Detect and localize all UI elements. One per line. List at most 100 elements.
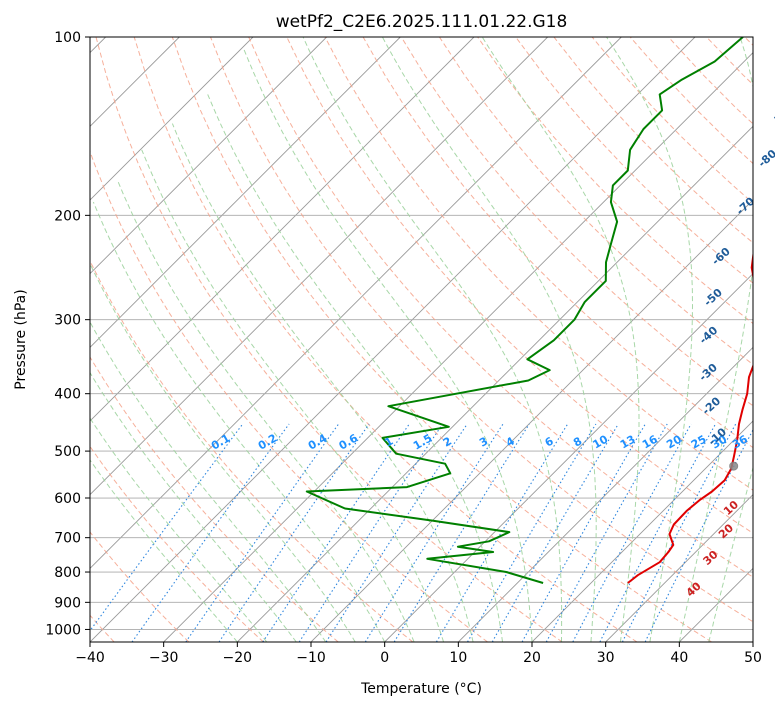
mixing-ratio-line bbox=[521, 423, 646, 642]
moist-adiabat-line bbox=[141, 149, 445, 642]
parcel-marker bbox=[729, 461, 739, 471]
mixing-ratio-line bbox=[545, 423, 668, 642]
moist-adiabat-line bbox=[90, 321, 327, 642]
mixing-ratio-label: 6 bbox=[543, 434, 556, 449]
isotherm-line bbox=[90, 37, 548, 496]
dry-adiabat-line bbox=[90, 259, 414, 642]
x-tick-label: −10 bbox=[296, 650, 326, 666]
mixing-ratio-label: 13 bbox=[618, 433, 638, 452]
mixing-ratio-line bbox=[572, 423, 692, 642]
x-tick-label: −30 bbox=[149, 650, 179, 666]
isotherm-line bbox=[752, 641, 753, 642]
x-tick-label: 20 bbox=[523, 650, 541, 666]
dry-adiabat-line bbox=[515, 37, 753, 284]
theta-label: -20 bbox=[700, 394, 724, 417]
isotherm-line bbox=[163, 52, 753, 642]
mixing-ratio-line bbox=[467, 423, 597, 642]
dry-adiabat-line bbox=[438, 37, 753, 366]
x-tick-label: −20 bbox=[223, 650, 253, 666]
isotherm-line bbox=[679, 567, 753, 642]
isotherm-line bbox=[90, 37, 475, 422]
mixing-ratio-line bbox=[491, 423, 619, 642]
y-axis-label: Pressure (hPa) bbox=[13, 289, 29, 389]
mixing-ratio-label: 0.4 bbox=[306, 431, 330, 452]
mixing-ratio-line bbox=[599, 423, 716, 642]
moist-adiabat-line bbox=[678, 37, 753, 642]
mixing-ratio-label: 16 bbox=[640, 432, 660, 451]
isotherm-line bbox=[458, 346, 753, 642]
moist-adiabat-line bbox=[90, 262, 356, 642]
theta-label: -90 bbox=[769, 100, 775, 123]
mixing-ratio-line bbox=[185, 423, 340, 642]
y-tick-label: 400 bbox=[54, 387, 81, 403]
dry-adiabat-line bbox=[90, 445, 264, 642]
dry-adiabat-line bbox=[90, 356, 339, 642]
plot-frame bbox=[89, 36, 754, 643]
mixing-ratio-line bbox=[644, 428, 753, 642]
moist-adiabat-line bbox=[302, 37, 563, 642]
moist-adiabat-line bbox=[92, 201, 386, 642]
theta-label: -40 bbox=[697, 324, 721, 347]
isotherm-line bbox=[237, 125, 753, 642]
thetae-label: 30 bbox=[701, 548, 721, 568]
theta-label: -30 bbox=[697, 361, 721, 384]
line-labels: 0.10.20.40.611.52346810131620253036-100-… bbox=[209, 100, 775, 600]
dry-adiabat-line bbox=[90, 531, 190, 642]
thetae-label: 40 bbox=[684, 579, 704, 599]
isotherm-line bbox=[90, 37, 401, 348]
moist-adiabat-line bbox=[117, 180, 415, 642]
y-tick-label: 100 bbox=[54, 30, 81, 46]
moist-adiabat-line bbox=[90, 417, 268, 642]
x-tick-label: 30 bbox=[597, 650, 615, 666]
temperature-line bbox=[627, 249, 753, 584]
isotherm-line bbox=[531, 420, 753, 642]
mixing-ratio-label: 8 bbox=[571, 435, 584, 450]
dry-adiabat-line bbox=[95, 37, 563, 642]
dry-adiabat-line bbox=[400, 37, 753, 407]
thetae-label: 20 bbox=[716, 521, 736, 541]
mixing-ratio-label: 1.5 bbox=[411, 432, 434, 453]
background-lines bbox=[90, 37, 753, 642]
y-tick-label: 800 bbox=[54, 565, 81, 581]
isotherm-line bbox=[605, 494, 753, 642]
moist-adiabat-line bbox=[207, 94, 503, 642]
mixing-ratio-line bbox=[393, 423, 530, 642]
mixing-ratio-label: 36 bbox=[730, 432, 750, 451]
mixing-ratio-line bbox=[131, 423, 290, 642]
mixing-ratio-line bbox=[218, 423, 370, 642]
y-tick-label: 200 bbox=[54, 208, 81, 224]
dry-adiabat-line bbox=[591, 37, 753, 204]
x-tick-label: 10 bbox=[449, 650, 467, 666]
dry-adiabat-line bbox=[248, 37, 753, 578]
isotherm-line bbox=[90, 37, 622, 569]
y-tick-label: 500 bbox=[54, 444, 81, 460]
dewpoint-line bbox=[305, 37, 744, 584]
moist-adiabat-line bbox=[243, 49, 533, 642]
dry-adiabat-line bbox=[324, 37, 753, 491]
mixing-ratio-line bbox=[325, 423, 468, 642]
dry-adiabat-line bbox=[668, 37, 753, 125]
dry-adiabat-line bbox=[210, 37, 753, 623]
x-axis-label: Temperature (°C) bbox=[360, 681, 482, 697]
moist-adiabat-line bbox=[171, 123, 474, 642]
dry-adiabat-line bbox=[90, 150, 488, 642]
theta-label: -60 bbox=[709, 245, 733, 268]
dry-adiabat-line bbox=[133, 37, 638, 642]
chart-title: wetPf2_C2E6.2025.111.01.22.G18 bbox=[276, 12, 568, 32]
moist-adiabat-line bbox=[90, 371, 297, 642]
x-tick-label: −40 bbox=[75, 650, 105, 666]
dry-adiabat-line bbox=[706, 37, 753, 86]
axes: −40 −30 −20 −10 0 10 20 30 40 5010020030040050060… bbox=[45, 30, 762, 666]
moist-adiabat-line bbox=[90, 459, 238, 642]
isotherm-line bbox=[90, 37, 254, 201]
thetae-label: 10 bbox=[721, 498, 741, 518]
isotherm-line bbox=[90, 37, 327, 275]
mixing-ratio-line bbox=[262, 423, 410, 642]
isotherm-line bbox=[384, 273, 753, 642]
mixing-ratio-label: 0.1 bbox=[209, 432, 232, 453]
y-tick-label: 700 bbox=[54, 531, 81, 547]
mixing-ratio-label: 3 bbox=[477, 435, 490, 450]
moist-adiabat-line bbox=[606, 37, 693, 642]
moist-adiabat-line bbox=[708, 465, 753, 642]
